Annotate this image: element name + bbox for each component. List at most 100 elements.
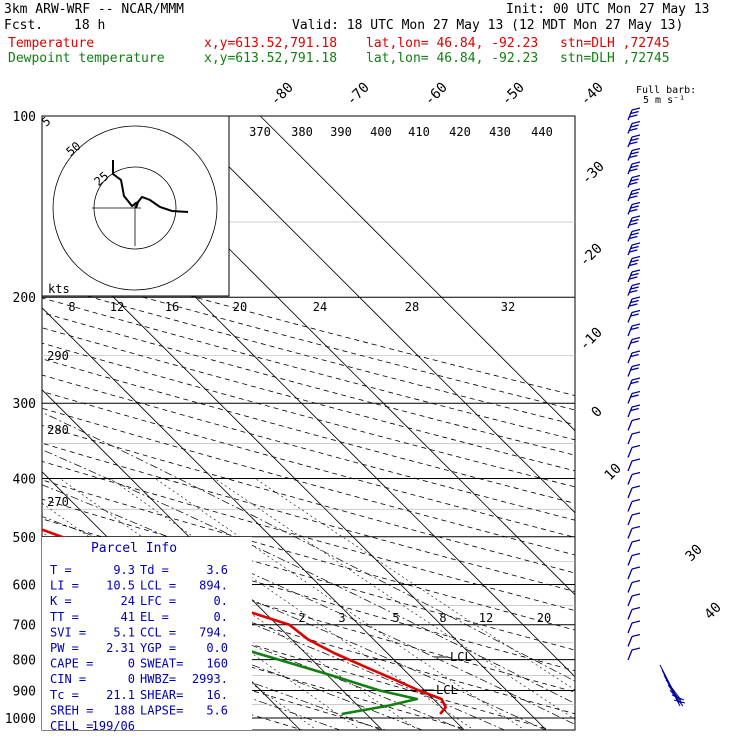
parcel-info-value: 5.6 [206,703,228,717]
wind-barb-staff [673,699,686,704]
wind-barb [627,633,641,647]
wind-barb [627,552,641,566]
wind-barb-feather [631,282,641,287]
parcel-info-value: 160 [206,657,228,671]
wind-barb-feather [630,110,639,115]
wind-barb [627,390,641,404]
wind-barb-feather [631,431,641,435]
mixing-ratio-upper-label: 20 [233,300,247,314]
parcel-info-value: 10.5 [106,579,135,593]
temperature-legend-xy: x,y=613.52,791.18 [204,36,338,51]
parcel-info-label: LCL = [140,579,176,593]
hodograph-frame [41,115,230,297]
parcel-info-title: Parcel Info [91,541,177,556]
pressure-tick-label: 100 [13,110,36,125]
wind-barb-staff [627,541,633,553]
isotherm-line [42,389,383,730]
wind-barb-staff [627,285,633,296]
parcel-info-value: 16. [206,688,228,702]
parcel-info-label: HWBZ= [140,672,176,686]
wind-barb-staff [627,379,633,391]
wind-barb-feather [629,303,638,307]
wind-barb-feather [631,458,641,462]
wind-barb-feather [631,215,641,219]
wind-barb-feather [631,174,641,179]
wind-barb-feather [631,323,641,327]
wind-barb-feather [630,245,639,250]
wind-barb-feather [631,512,641,516]
valid-time: Valid: 18 UTC Mon 27 May 13 (12 MDT Mon … [292,18,684,33]
wind-barb-feather [630,286,639,290]
wind-barb [627,471,641,485]
wind-barb [627,539,641,553]
wind-barb-staff [627,217,633,229]
dry-adiabat-line [42,254,575,396]
lcl-label: LCL [450,650,472,664]
wind-barb [627,309,641,323]
wind-barb [627,593,641,607]
theta-label: 370 [249,125,271,139]
wind-barb [627,485,641,499]
mixing-ratio-lower-label: 5 [392,611,399,625]
isotherm-line [42,225,547,730]
theta-label: 400 [370,125,392,139]
wind-barb-feather [629,141,638,145]
wind-barb-feather [631,390,641,395]
dry-adiabat-line [42,559,575,715]
wind-barb-staff [627,501,633,512]
parcel-info-panel [42,537,252,730]
wind-barb-feather [631,363,641,368]
wind-barb-staff [627,649,633,661]
wind-barb-feather [629,249,638,253]
parcel-info-label: SVI = [50,625,86,639]
wind-barb-staff [669,689,684,707]
wind-barb [627,363,641,377]
wind-barb-feather [630,137,639,142]
hodograph-ring [52,125,218,291]
mixing-ratio-lower-label: 20 [537,611,551,625]
parcel-info-value: 0. [214,610,228,624]
dry-adiabat-label: 270 [47,495,69,509]
hodograph [52,125,218,291]
wind-barb-staff [627,150,633,161]
wind-barb [627,512,641,526]
theta-label: 410 [408,125,430,139]
wind-barb-staff [627,339,633,350]
wind-barb-feather [629,127,638,132]
wind-barb-feather [631,107,641,111]
parcel-info-value: 2993. [192,672,228,686]
mixing-ratio-upper-label: 24 [313,300,327,314]
lcl-label: LCL [436,683,458,697]
isotherm-label: -20 [577,241,606,270]
wind-barb-staff [627,474,633,485]
theta-label: 420 [449,125,471,139]
wind-barb [627,620,641,634]
theta-label: 380 [291,125,313,139]
theta-label: 430 [489,125,511,139]
wind-barb-staff [627,298,633,310]
wind-barb-feather [630,151,639,155]
wind-barb-feather [630,164,639,169]
wind-barb-staff [627,487,633,499]
parcel-info-value: 0. [214,594,228,608]
parcel-info-value: 0 [128,657,135,671]
pressure-tick-label: 400 [13,472,36,487]
wind-barb-feather [631,242,641,246]
wind-barb-feather [629,195,638,199]
wind-barb [627,255,641,269]
mixing-ratio-upper-label: 12 [110,300,124,314]
wind-barb [627,296,641,310]
wind-barb-feather [629,222,638,226]
wind-barb [627,282,641,296]
parcel-info-value: 0 [128,672,135,686]
isotherm-line [42,307,465,730]
surface-wind-cluster [659,664,686,707]
isotherm-label: -60 [422,80,451,109]
parcel-info-value: 199/06 [92,719,135,733]
model-title: 3km ARW-WRF -- NCAR/MMM [4,2,185,17]
pressure-tick-label: 700 [13,619,36,634]
wind-barb-feather [631,566,641,570]
wind-barb-feather [629,181,638,186]
wind-barb [627,350,641,364]
